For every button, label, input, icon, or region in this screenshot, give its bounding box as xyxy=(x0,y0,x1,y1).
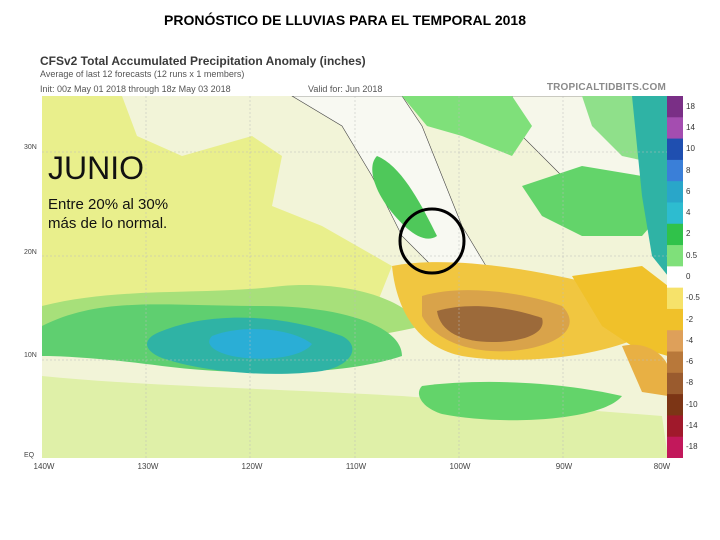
itcz-wet-band xyxy=(418,381,622,421)
map-subtitle-2: Init: 00z May 01 2018 through 18z May 03… xyxy=(40,84,231,94)
colorbar-swatch xyxy=(667,394,683,416)
colorbar-swatch xyxy=(667,138,683,161)
lat-label-eq: EQ xyxy=(24,452,35,459)
central-america-dry-zone xyxy=(622,344,668,396)
colorbar-swatch xyxy=(667,96,683,118)
map-plot xyxy=(42,96,668,458)
graticule xyxy=(42,96,668,458)
slide-title: PRONÓSTICO DE LLUVIAS PARA EL TEMPORAL 2… xyxy=(164,12,526,28)
colorbar-label: 8 xyxy=(686,165,691,175)
lon-label-100w: 100W xyxy=(449,462,471,471)
colorbar-swatch xyxy=(667,159,683,182)
colorbar-label: -4 xyxy=(686,335,694,345)
colorbar-swatch xyxy=(667,181,683,203)
lat-label-20n: 20N xyxy=(24,249,37,256)
pacific-light-band xyxy=(42,96,392,336)
colorbar-swatch xyxy=(667,117,683,140)
lon-label-130w: 130W xyxy=(137,462,159,471)
colorbar-label: 14 xyxy=(686,122,695,132)
colorbar-label: -14 xyxy=(686,421,698,431)
colorbar-label: 2 xyxy=(686,229,691,239)
colorbar-labels: 18 14 10 8 6 4 2 0.5 0 -0.5 -2 -4 -6 -8 -10 -14 -18 xyxy=(684,96,714,458)
atlantic-wet-zone xyxy=(632,96,668,276)
mexico-wet-zone xyxy=(372,156,437,239)
colorbar-swatch xyxy=(667,266,683,289)
very-dry-zone xyxy=(437,306,543,342)
map-subtitle-1: Average of last 12 forecasts (12 runs x … xyxy=(40,69,245,79)
colorbar-swatch xyxy=(667,287,683,310)
lon-label-80w: 80W xyxy=(653,462,671,471)
colorbar-label: 0 xyxy=(686,272,691,281)
map-valid-date: Valid for: Jun 2018 xyxy=(308,84,383,94)
colorbar-label: 0.5 xyxy=(686,250,698,260)
pacific-wettest-core xyxy=(209,329,312,359)
northern-mexico-wet-zone xyxy=(402,96,532,156)
colorbar-label: 6 xyxy=(686,186,691,196)
colorbar-swatch xyxy=(667,351,683,374)
lon-label-110w: 110W xyxy=(345,462,367,471)
overlay-line-1: Entre 20% al 30% xyxy=(48,196,169,213)
colorbar-swatch xyxy=(667,245,683,267)
colorbar-swatch xyxy=(667,330,683,353)
gulf-wet-zone xyxy=(522,166,668,236)
overlay-description: Entre 20% al 30% más de lo normal. xyxy=(48,195,168,233)
lon-label-90w: 90W xyxy=(555,462,573,471)
colorbar-label: -18 xyxy=(686,442,698,452)
colorbar-swatch xyxy=(667,202,683,225)
colorbar-label: 18 xyxy=(686,101,695,111)
colorbar-label: -8 xyxy=(686,378,694,388)
colorbar-swatch xyxy=(667,308,683,331)
colorbar-label: -2 xyxy=(686,314,694,324)
overlay-month: JUNIO xyxy=(48,150,144,186)
caribbean-dry-zone xyxy=(572,266,668,356)
colorbar-swatch xyxy=(667,223,683,246)
colorbar-label: 10 xyxy=(686,144,695,154)
colorbar xyxy=(667,96,683,458)
overlay-line-2: más de lo normal. xyxy=(48,215,168,232)
highlight-circle xyxy=(398,207,466,275)
lon-label-140w: 140W xyxy=(33,462,55,471)
colorbar-label: -6 xyxy=(686,357,694,367)
lat-label-10n: 10N xyxy=(24,352,37,359)
lat-label-30n: 30N xyxy=(24,144,37,151)
lon-label-120w: 120W xyxy=(241,462,263,471)
map-title: CFSv2 Total Accumulated Precipitation An… xyxy=(40,54,366,68)
precipitation-map: CFSv2 Total Accumulated Precipitation An… xyxy=(24,44,700,478)
colorbar-swatch xyxy=(667,415,683,438)
map-header: CFSv2 Total Accumulated Precipitation An… xyxy=(36,44,682,96)
map-credit: TROPICALTIDBITS.COM xyxy=(546,82,666,93)
colorbar-swatch xyxy=(667,436,683,458)
colorbar-label: 4 xyxy=(686,208,691,218)
colorbar-label: -0.5 xyxy=(686,293,700,303)
colorbar-swatch xyxy=(667,372,683,395)
colorbar-label: -10 xyxy=(686,399,698,409)
